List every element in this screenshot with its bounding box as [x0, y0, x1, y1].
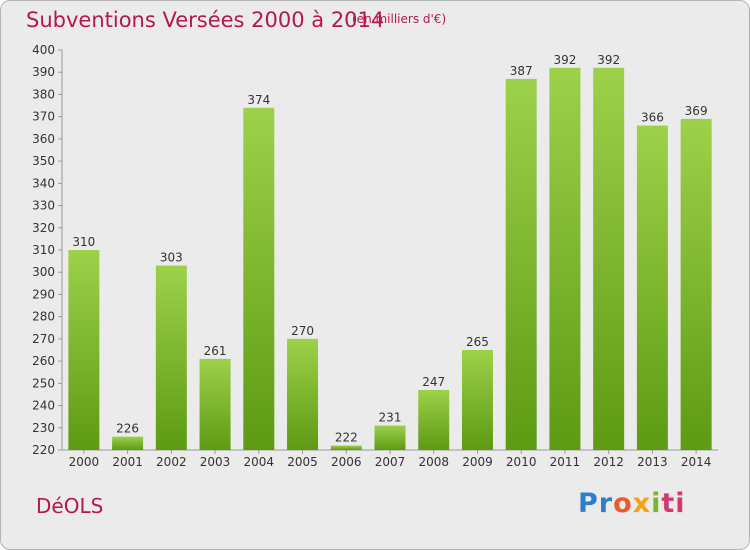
y-tick-label: 250	[32, 376, 55, 390]
y-tick-label: 220	[32, 443, 55, 457]
data-label: 226	[116, 422, 139, 436]
data-label: 247	[422, 375, 445, 389]
y-tick-label: 310	[32, 243, 55, 257]
bar	[636, 125, 668, 451]
plot-area: 220 230 240 250 260 270 280 290 300 310 320 330 340 3…	[32, 43, 718, 469]
bar	[374, 425, 406, 450]
data-label: 270	[291, 324, 314, 338]
logo-part: o	[613, 488, 633, 519]
y-tick-label: 230	[32, 421, 55, 435]
data-label: 392	[597, 53, 620, 67]
commune-name: DéOLS	[36, 494, 104, 518]
data-label: 310	[72, 235, 95, 249]
data-label: 265	[466, 335, 489, 349]
bar	[330, 445, 362, 450]
proxiti-logo: Proxiti	[578, 488, 686, 519]
bar	[418, 390, 450, 450]
x-tick-label: 2005	[287, 455, 318, 469]
data-label: 222	[335, 431, 358, 445]
data-label: 374	[247, 93, 270, 107]
x-tick-label: 2009	[462, 455, 493, 469]
y-tick-label: 370	[32, 110, 55, 124]
bar	[243, 107, 275, 451]
x-tick-label: 2001	[112, 455, 143, 469]
x-tick-label: 2007	[375, 455, 406, 469]
bar	[461, 350, 493, 450]
x-tick-label: 2013	[637, 455, 668, 469]
bar	[680, 118, 712, 450]
y-tick-label: 330	[32, 199, 55, 213]
data-label: 303	[160, 251, 183, 265]
bar	[199, 358, 231, 450]
x-tick-label: 2003	[200, 455, 231, 469]
x-tick-label: 2000	[69, 455, 100, 469]
y-tick-label: 360	[32, 132, 55, 146]
data-label: 387	[510, 64, 533, 78]
y-tick-label: 240	[32, 399, 55, 413]
y-tick-label: 350	[32, 154, 55, 168]
y-tick-label: 340	[32, 176, 55, 190]
logo-part: i	[651, 488, 662, 519]
y-tick-label: 260	[32, 354, 55, 368]
bar	[155, 265, 187, 450]
chart-subtitle: (en milliers d'€)	[352, 12, 447, 26]
chart-title: Subventions Versées 2000 à 2014	[26, 8, 385, 32]
y-tick-label: 380	[32, 87, 55, 101]
bar	[593, 67, 625, 451]
data-label: 369	[685, 104, 708, 118]
data-label: 261	[204, 344, 227, 358]
y-tick-label: 390	[32, 65, 55, 79]
y-tick-label: 320	[32, 221, 55, 235]
data-label: 392	[553, 53, 576, 67]
y-tick-label: 290	[32, 287, 55, 301]
y-tick-label: 280	[32, 310, 55, 324]
x-tick-label: 2010	[506, 455, 537, 469]
y-tick-label: 400	[32, 43, 55, 57]
bar	[549, 67, 581, 451]
bar	[112, 436, 144, 450]
x-tick-label: 2012	[593, 455, 624, 469]
x-tick-label: 2014	[681, 455, 712, 469]
x-tick-label: 2006	[331, 455, 362, 469]
bar	[505, 78, 537, 450]
data-label: 366	[641, 111, 664, 125]
bar	[68, 250, 100, 450]
logo-part: ti	[661, 488, 686, 519]
data-label: 231	[379, 411, 402, 425]
x-tick-label: 2008	[418, 455, 449, 469]
y-tick-label: 270	[32, 332, 55, 346]
x-tick-label: 2002	[156, 455, 187, 469]
x-tick-label: 2011	[550, 455, 581, 469]
y-tick-label: 300	[32, 265, 55, 279]
bar	[287, 338, 319, 450]
x-tick-label: 2004	[244, 455, 275, 469]
logo-part: x	[632, 488, 652, 519]
logo-part: Pr	[578, 488, 614, 519]
